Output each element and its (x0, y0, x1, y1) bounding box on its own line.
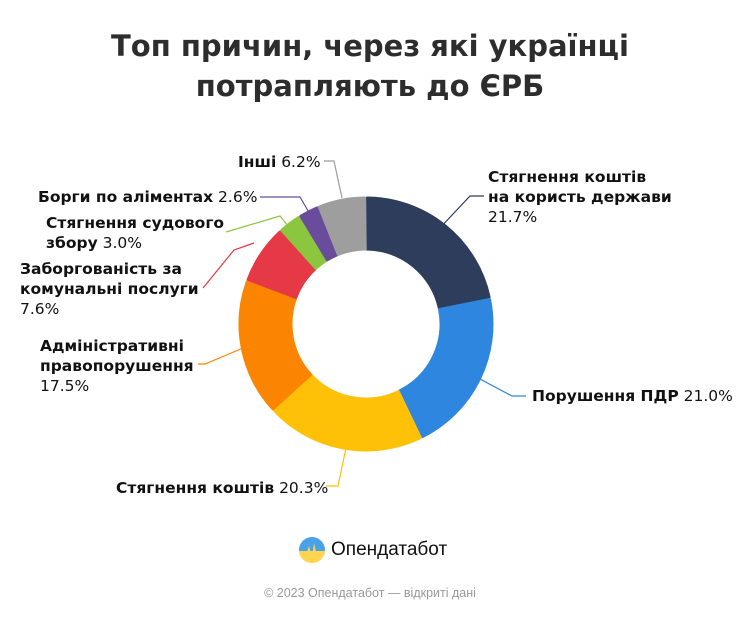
slice-name: Стягнення коштів (116, 479, 275, 497)
donut-slice (299, 206, 339, 262)
leader-line (198, 347, 244, 365)
leader-line (477, 377, 526, 397)
slice-value: 21.0% (678, 387, 733, 405)
slice-value: 17.5% (40, 377, 90, 395)
leader-line (326, 447, 347, 487)
slice-label: Борги по аліментах 2.6% (38, 187, 257, 207)
leader-line (225, 215, 289, 233)
slice-name: Борги по аліментах (38, 188, 214, 206)
leader-line (437, 195, 484, 231)
slice-label: Інші 6.2% (238, 152, 321, 172)
title-line: Топ причин, через які українці (111, 29, 629, 63)
slice-name: Заборгованість за (20, 260, 182, 278)
slice-name: збору (46, 234, 98, 252)
slice-label: Стягнення коштів 20.3% (116, 478, 328, 498)
slice-name: Стягнення коштів (488, 168, 647, 186)
slice-value: 7.6% (20, 300, 60, 318)
logo: Опендатабот (299, 537, 447, 563)
leader-line (260, 196, 312, 217)
logo-icon (299, 537, 325, 563)
slice-label: Заборгованість за комунальні послуги 7.6% (20, 259, 199, 319)
slice-value: 21.7% (488, 208, 538, 226)
donut-slice (273, 374, 422, 452)
slice-label: Адміністративні правопорушення 17.5% (40, 336, 194, 396)
leader-line (324, 160, 343, 199)
slice-label: Стягнення коштів на користь держави 21.7% (488, 167, 672, 227)
slice-label: Порушення ПДР 21.0% (532, 386, 733, 406)
chart-title: Топ причин, через які українці потрапляю… (0, 26, 740, 106)
slice-name: комунальні послуги (20, 280, 199, 298)
slice-value: 3.0% (97, 234, 142, 252)
slice-label: Стягнення судового збору 3.0% (46, 213, 224, 253)
slice-value: 6.2% (276, 153, 321, 171)
slice-name: Адміністративні (40, 337, 184, 355)
slice-name: правопорушення (40, 357, 194, 375)
slice-name: Стягнення судового (46, 214, 225, 232)
footer-copyright: © 2023 Опендатабот — відкриті дані (264, 586, 476, 600)
logo-text: Опендатабот (331, 539, 448, 560)
donut-slice (317, 196, 367, 256)
slice-name: на користь держави (488, 188, 672, 206)
slice-value: 2.6% (213, 188, 258, 206)
donut-slice (365, 196, 491, 310)
slice-value: 20.3% (274, 479, 329, 497)
slice-name: Інші (238, 153, 277, 171)
donut-slice (246, 230, 317, 300)
slice-name: Порушення ПДР (532, 387, 679, 405)
donut-slice (238, 280, 313, 411)
leader-line (202, 242, 255, 289)
donut-slice (398, 298, 494, 439)
title-line: потрапляють до ЄРБ (195, 69, 545, 103)
